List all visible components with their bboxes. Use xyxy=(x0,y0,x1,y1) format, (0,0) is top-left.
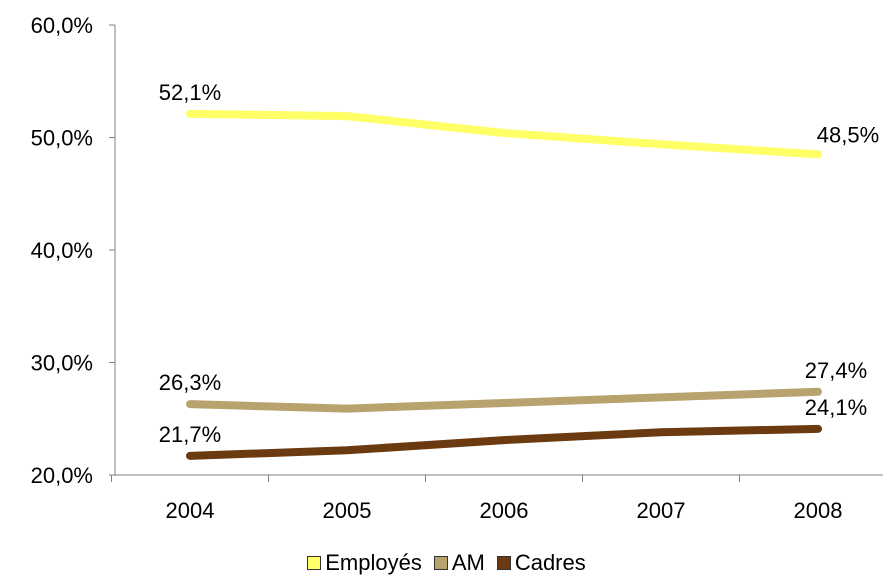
chart-legend: Employés AM Cadres xyxy=(0,547,893,579)
x-tick-label: 2005 xyxy=(323,498,372,523)
data-label: 24,1% xyxy=(805,395,867,420)
legend-swatch xyxy=(496,556,511,570)
chart-data-labels: 52,1% 48,5% 26,3% 27,4% 21,7% 24,1% xyxy=(159,80,879,447)
legend-item: AM xyxy=(433,550,485,576)
y-tick-label: 40,0% xyxy=(31,238,93,263)
y-tick-label: 20,0% xyxy=(31,463,93,488)
x-tick-label: 2006 xyxy=(480,498,529,523)
data-label: 48,5% xyxy=(817,122,879,147)
legend-swatch xyxy=(307,556,322,570)
data-label: 26,3% xyxy=(159,370,221,395)
data-label: 21,7% xyxy=(159,422,221,447)
y-tick-label: 60,0% xyxy=(31,13,93,38)
legend-item: Employés xyxy=(307,550,422,576)
legend-label: Employés xyxy=(325,550,422,575)
legend-label: AM xyxy=(451,550,485,575)
legend-label: Cadres xyxy=(514,550,586,575)
x-tick-label: 2008 xyxy=(794,498,843,523)
data-label: 27,4% xyxy=(805,358,867,383)
x-tick-label: 2004 xyxy=(166,498,215,523)
y-tick-label: 50,0% xyxy=(31,126,93,151)
chart-series xyxy=(186,109,822,460)
series-line-cadres xyxy=(186,424,822,460)
series-line-am xyxy=(186,387,822,413)
y-tick-label: 30,0% xyxy=(31,351,93,376)
data-label: 52,1% xyxy=(159,80,221,105)
series-line-employés xyxy=(186,109,822,159)
legend-swatch xyxy=(433,556,448,570)
x-tick-label: 2007 xyxy=(637,498,686,523)
legend-item: Cadres xyxy=(496,550,586,576)
chart-axes: 20,0% 30,0% 40,0% 50,0% 60,0% 2004 2005 2006 200… xyxy=(31,13,883,523)
